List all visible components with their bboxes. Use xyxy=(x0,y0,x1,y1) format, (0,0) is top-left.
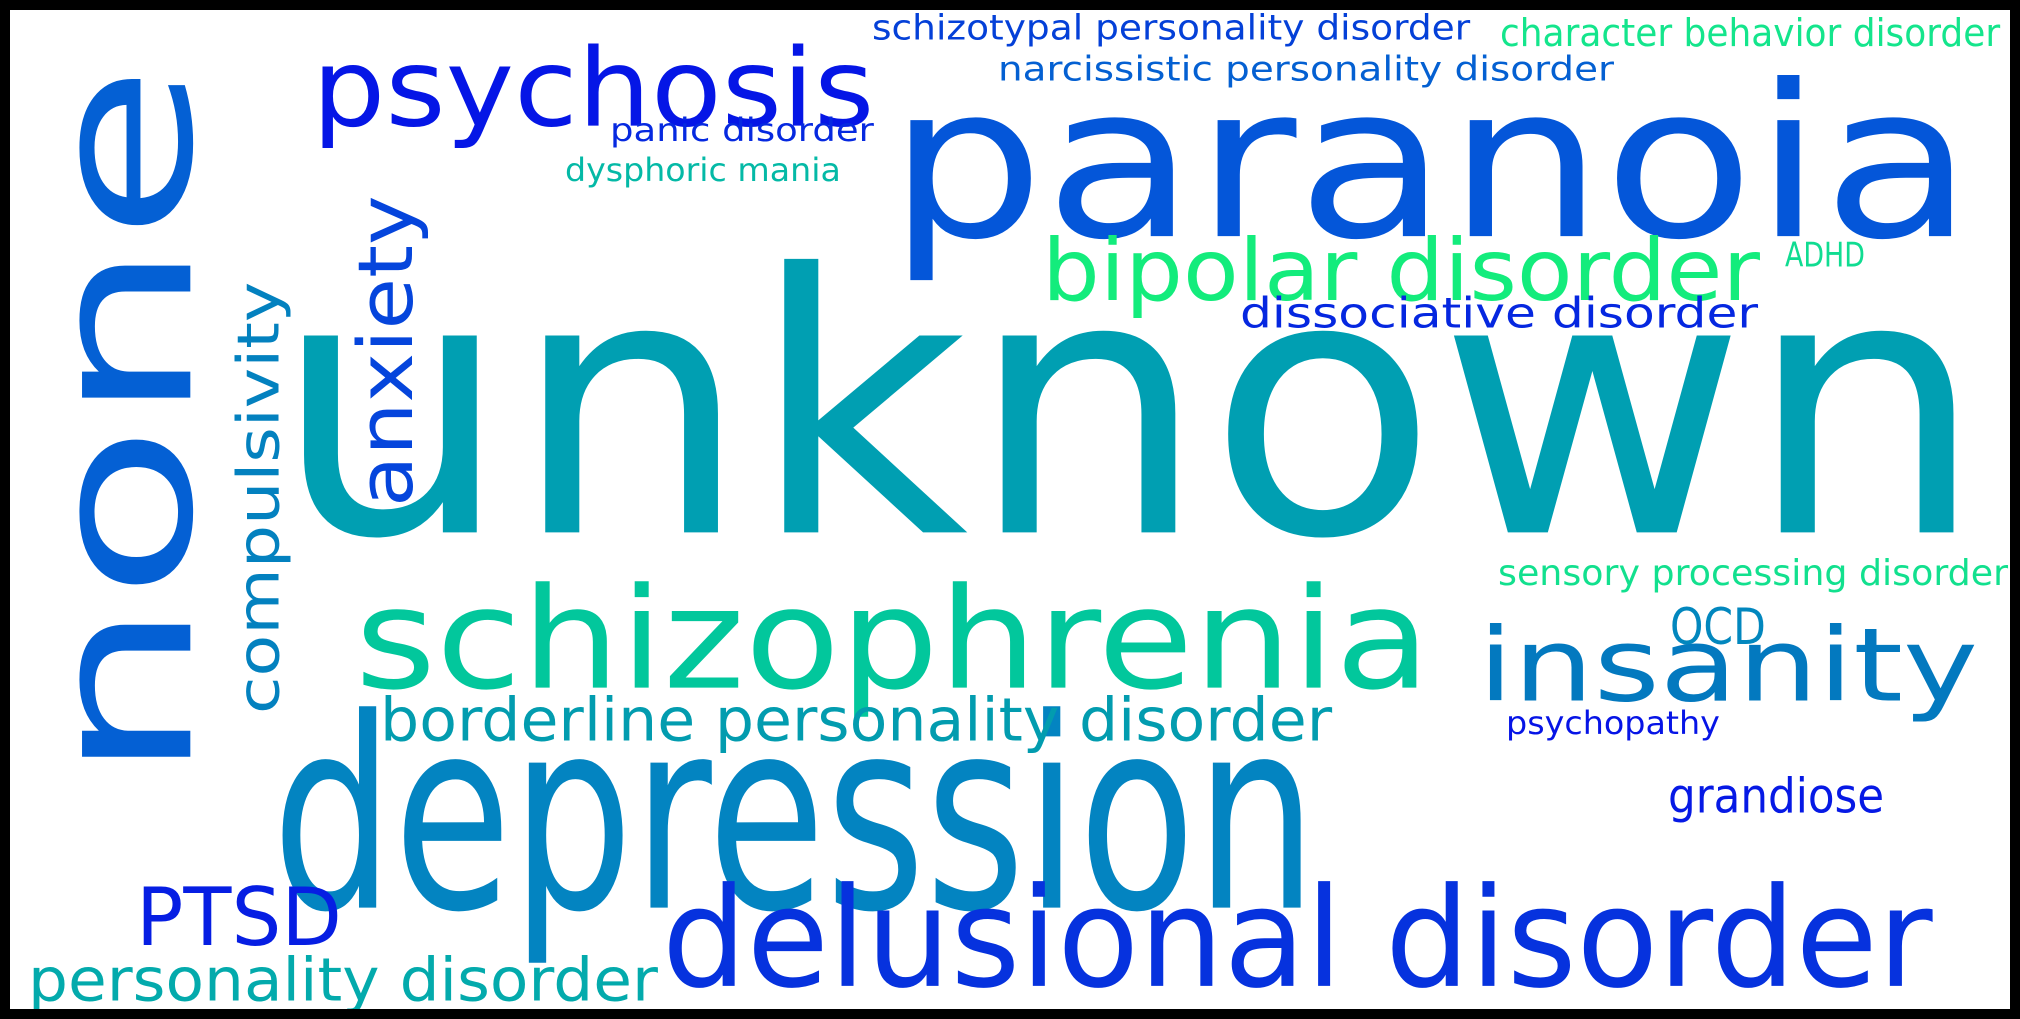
word-schizophrenia: schizophrenia xyxy=(355,557,1431,722)
word-personality-disorder: personality disorder xyxy=(28,944,658,1009)
word-none: none xyxy=(10,63,238,784)
word-ocd: OCD xyxy=(1670,597,1766,656)
word-insanity: insanity xyxy=(1478,605,1979,726)
word-character-behavior-disorder: character behavior disorder xyxy=(1500,10,2001,56)
word-cloud: unknown none depression paranoia schizop… xyxy=(10,10,2010,1009)
word-ptsd: PTSD xyxy=(136,870,342,965)
word-dysphoric-mania: dysphoric mania xyxy=(565,151,841,189)
word-compulsivity: compulsivity xyxy=(224,281,293,714)
word-dissociative-disorder: dissociative disorder xyxy=(1240,288,1759,338)
word-psychopathy: psychopathy xyxy=(1506,704,1720,742)
word-unknown: unknown xyxy=(272,197,1986,619)
word-psychosis: psychosis xyxy=(312,25,875,152)
word-schizotypal-personality-disorder: schizotypal personality disorder xyxy=(872,10,1471,48)
word-grandiose: grandiose xyxy=(1668,767,1885,824)
word-panic-disorder: panic disorder xyxy=(610,111,874,149)
word-anxiety: anxiety xyxy=(341,195,431,507)
word-depression: depression xyxy=(272,661,1317,972)
word-borderline-personality-disorder: borderline personality disorder xyxy=(380,684,1333,755)
word-narcissistic-personality-disorder: narcissistic personality disorder xyxy=(998,48,1614,89)
word-delusional-disorder: delusional disorder xyxy=(662,857,1933,1009)
word-adhd: ADHD xyxy=(1785,234,1865,275)
word-bipolar-disorder: bipolar disorder xyxy=(1042,220,1760,321)
word-paranoia: paranoia xyxy=(888,38,1974,287)
word-sensory-processing-disorder: sensory processing disorder xyxy=(1498,551,2009,594)
